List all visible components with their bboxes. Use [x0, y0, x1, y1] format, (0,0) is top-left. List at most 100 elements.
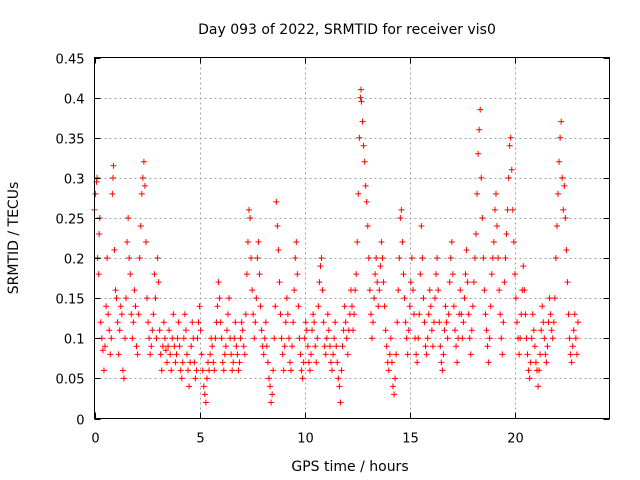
data-point: [356, 134, 363, 141]
data-point: [564, 279, 571, 286]
data-point: [425, 311, 432, 318]
data-point: [537, 351, 544, 358]
data-point: [159, 343, 166, 350]
data-point: [94, 174, 101, 181]
data-point: [222, 343, 229, 350]
data-point: [413, 351, 420, 358]
data-point: [250, 311, 257, 318]
data-point: [308, 351, 315, 358]
data-point: [279, 351, 286, 358]
data-point: [277, 311, 284, 318]
data-point: [305, 359, 312, 366]
data-point: [210, 359, 217, 366]
data-point: [420, 295, 427, 302]
data-point: [264, 359, 271, 366]
data-point: [505, 174, 512, 181]
data-point: [153, 335, 160, 342]
data-point: [172, 359, 179, 366]
data-point: [392, 375, 399, 382]
data-point: [461, 295, 468, 302]
data-point: [365, 255, 372, 262]
data-point: [256, 271, 263, 278]
data-point: [335, 375, 342, 382]
data-point: [272, 303, 279, 310]
data-point: [180, 335, 187, 342]
data-point: [285, 335, 292, 342]
data-point: [128, 311, 135, 318]
data-point: [329, 367, 336, 374]
data-point: [404, 351, 411, 358]
data-point: [241, 351, 248, 358]
data-point: [234, 351, 241, 358]
data-point: [552, 255, 559, 262]
data-point: [396, 255, 403, 262]
data-point: [271, 335, 278, 342]
data-point: [434, 255, 441, 262]
data-point: [330, 351, 337, 358]
data-point: [430, 319, 437, 326]
data-point: [111, 247, 118, 254]
data-point: [508, 166, 515, 173]
data-point: [357, 94, 364, 101]
data-point: [366, 287, 373, 294]
data-point: [155, 279, 162, 286]
data-point: [216, 295, 223, 302]
data-point: [393, 351, 400, 358]
data-point: [435, 287, 442, 294]
data-point: [355, 190, 362, 197]
data-point: [488, 271, 495, 278]
data-point: [539, 303, 546, 310]
data-point: [358, 98, 365, 105]
data-point: [327, 359, 334, 366]
data-point: [571, 311, 578, 318]
data-point: [268, 399, 275, 406]
data-point: [340, 327, 347, 334]
data-point: [240, 343, 247, 350]
data-point: [269, 391, 276, 398]
data-point: [263, 343, 270, 350]
data-point: [199, 367, 206, 374]
data-point: [529, 311, 536, 318]
x-tick-label: 20: [507, 432, 524, 447]
data-point: [290, 319, 297, 326]
data-point: [517, 335, 524, 342]
data-point: [397, 214, 404, 221]
data-point: [145, 319, 152, 326]
data-point: [446, 279, 453, 286]
y-tick-label: 0.2: [64, 253, 85, 268]
data-point: [294, 271, 301, 278]
data-point: [140, 158, 147, 165]
data-point: [398, 206, 405, 213]
data-point: [136, 255, 143, 262]
data-point: [452, 327, 458, 334]
data-point: [123, 295, 130, 302]
data-point: [499, 351, 506, 358]
data-point: [417, 271, 424, 278]
data-point: [193, 367, 200, 374]
data-point: [450, 303, 457, 310]
data-point: [243, 271, 250, 278]
data-point: [185, 367, 192, 374]
data-point: [444, 335, 451, 342]
data-point: [121, 335, 128, 342]
data-point: [167, 351, 174, 358]
data-point: [170, 311, 177, 318]
data-point: [423, 351, 430, 358]
data-point: [543, 359, 550, 366]
data-point: [453, 343, 460, 350]
data-point: [284, 311, 291, 318]
data-point: [353, 271, 360, 278]
data-point: [249, 287, 256, 294]
data-point: [203, 375, 210, 382]
data-point: [406, 303, 413, 310]
data-point: [546, 295, 553, 302]
data-point: [297, 351, 304, 358]
data-point: [212, 335, 219, 342]
data-point: [478, 174, 485, 181]
data-point: [289, 343, 296, 350]
data-point: [235, 367, 242, 374]
data-point: [127, 271, 134, 278]
data-point: [374, 279, 381, 286]
data-point: [458, 311, 465, 318]
data-point: [364, 222, 371, 229]
